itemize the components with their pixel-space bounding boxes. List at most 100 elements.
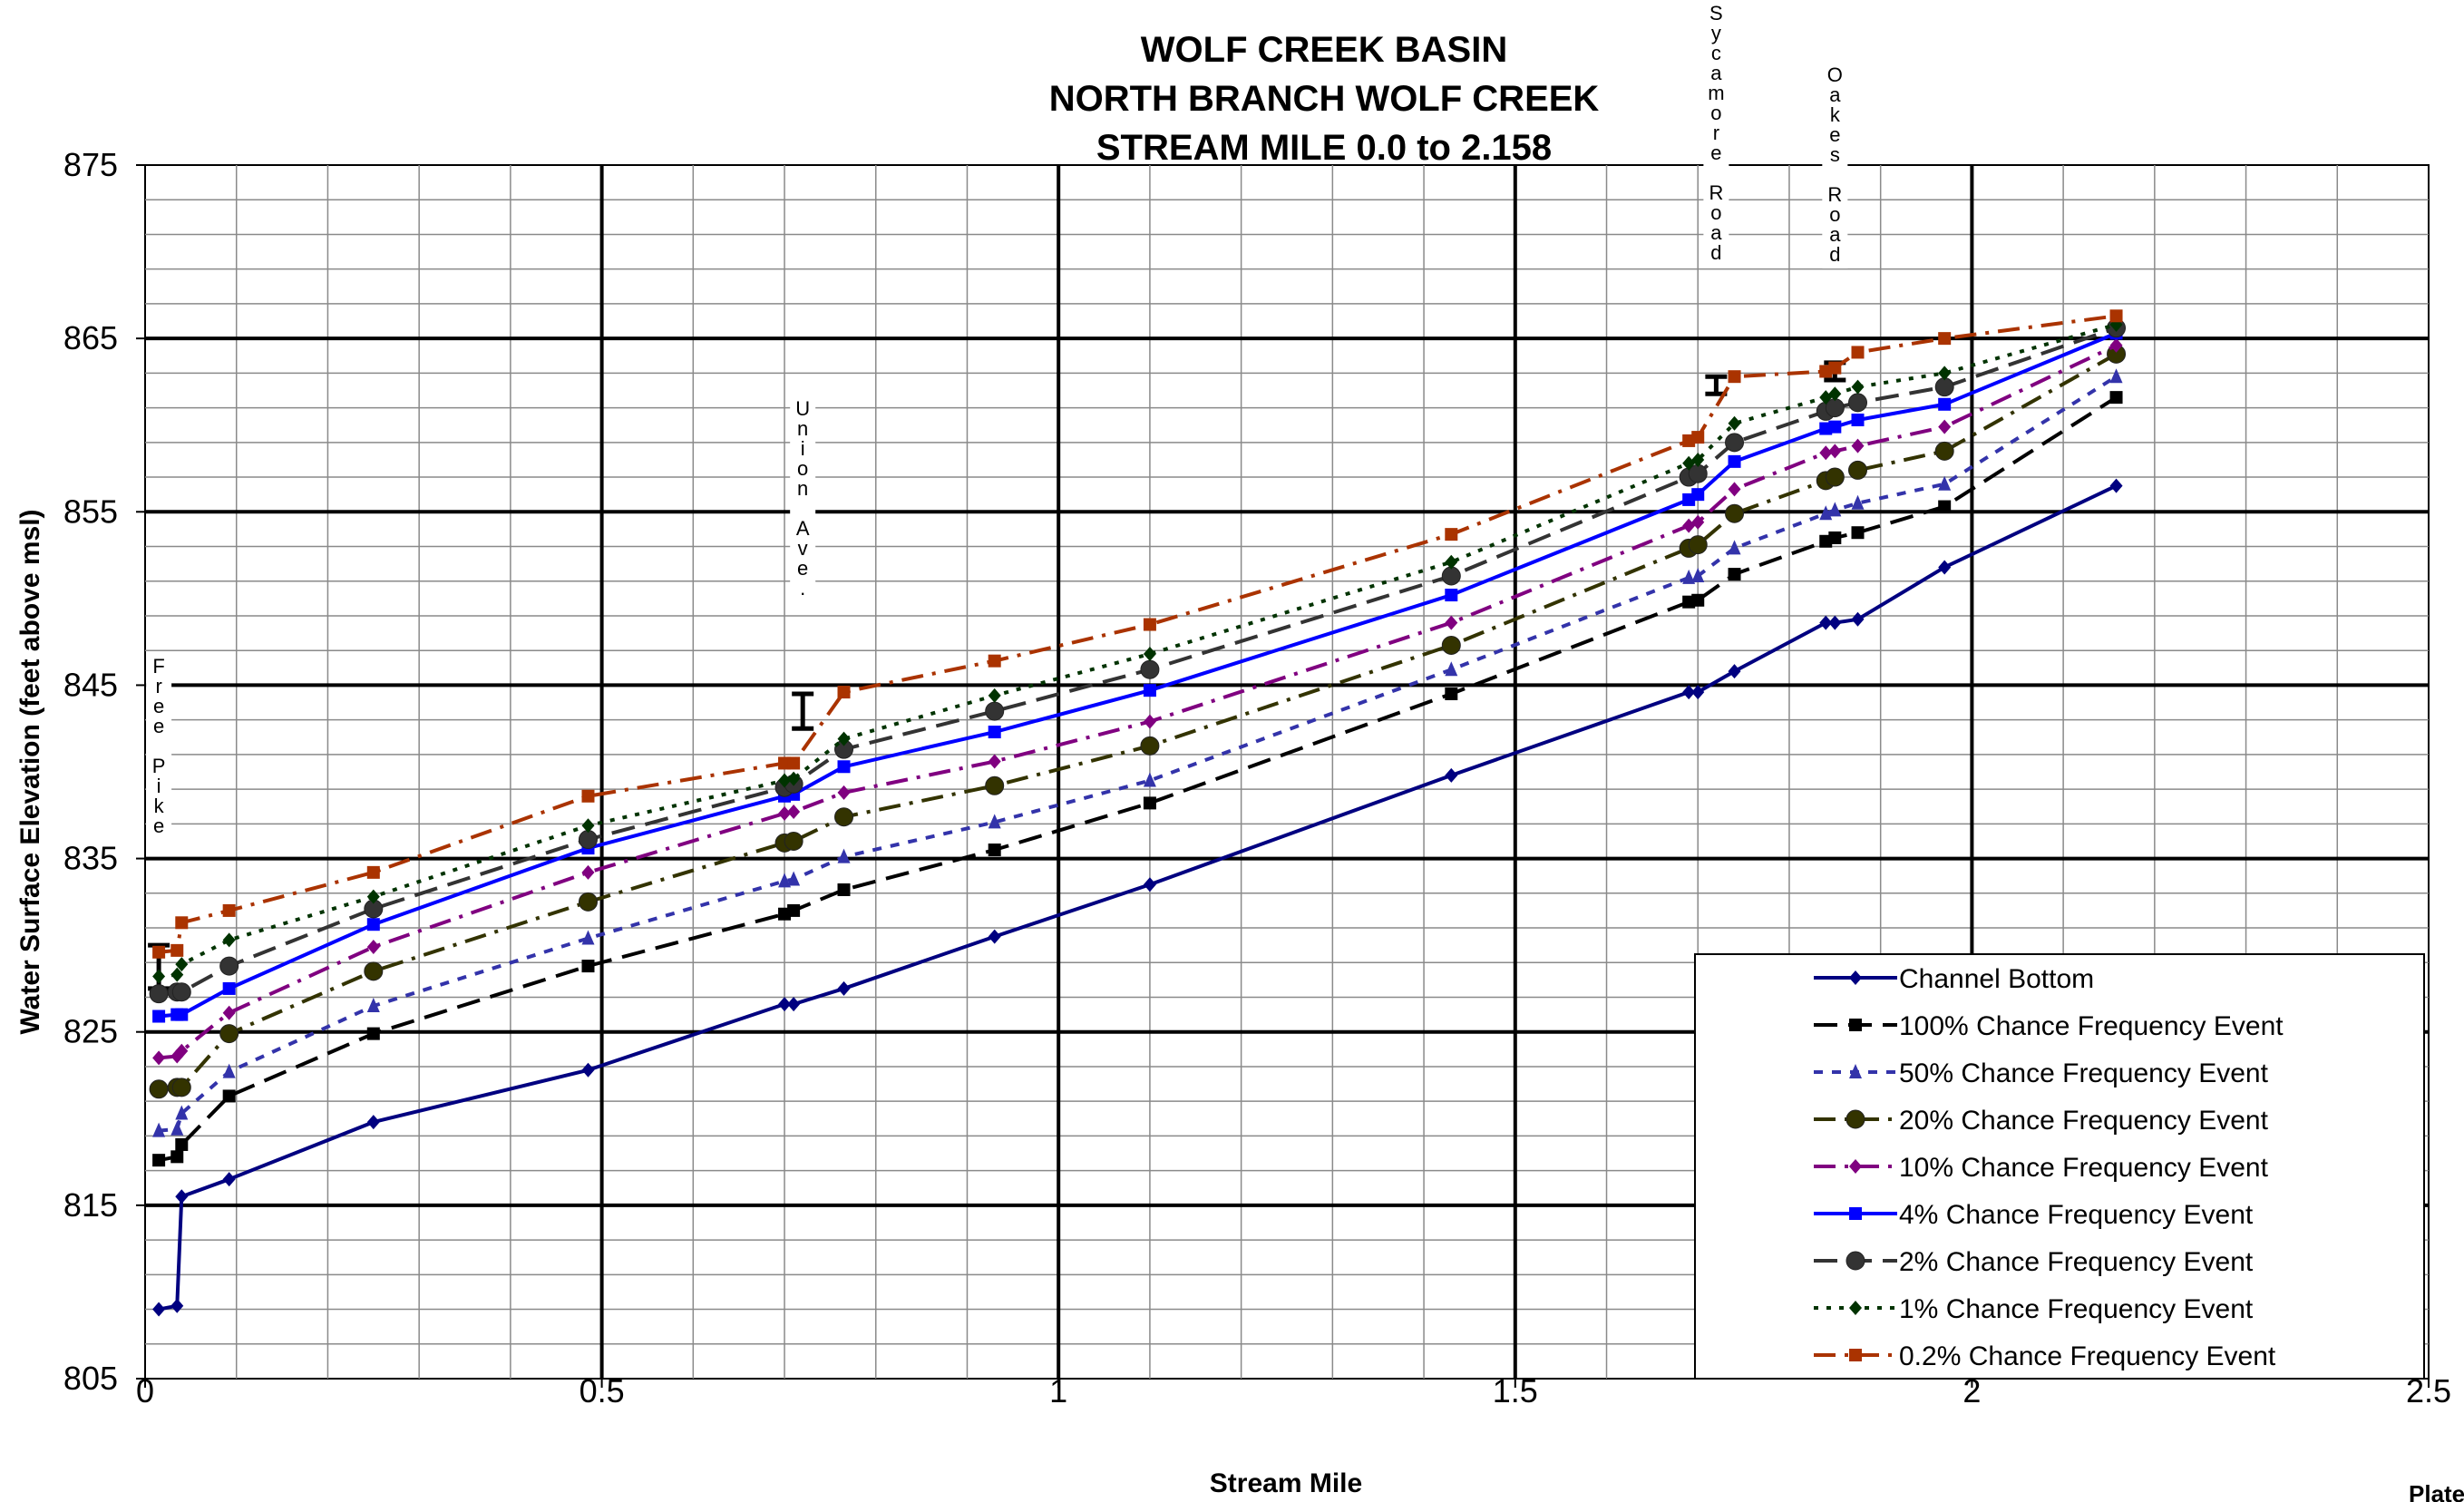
legend-entry: 2% Chance Frequency Event xyxy=(1814,1247,2254,1277)
legend-entry: 1% Chance Frequency Event xyxy=(1814,1294,2254,1324)
data-point xyxy=(175,1043,189,1058)
y-tick-label: 855 xyxy=(63,493,118,530)
data-point xyxy=(1445,687,1458,700)
road-label-background xyxy=(146,653,172,840)
series-0-2-chance-frequency-event xyxy=(152,309,2123,959)
data-point xyxy=(170,1298,184,1313)
data-point xyxy=(1691,488,1705,502)
road-label-letter: s xyxy=(1830,143,1840,166)
data-point xyxy=(222,903,236,917)
chart-title: WOLF CREEK BASIN NORTH BRANCH WOLF CREEK… xyxy=(1049,30,1600,168)
road-label-letter: . xyxy=(800,577,805,600)
data-point xyxy=(837,883,851,896)
x-tick-label: 0 xyxy=(136,1372,154,1409)
road-label-letter: e xyxy=(153,715,164,737)
data-point xyxy=(1445,767,1458,783)
data-point xyxy=(171,982,191,1002)
data-point xyxy=(581,930,595,945)
data-point xyxy=(1849,1064,1862,1078)
y-axis-title: Water Surface Elevation (feet above msl) xyxy=(15,509,45,1034)
road-label-letter: o xyxy=(1829,203,1840,226)
data-point xyxy=(1938,419,1952,434)
data-point xyxy=(837,731,851,746)
data-point xyxy=(837,785,851,800)
data-point xyxy=(1725,503,1745,523)
data-point xyxy=(837,686,851,699)
data-point xyxy=(1445,661,1458,677)
data-point xyxy=(1143,796,1156,810)
data-point xyxy=(1848,460,1867,480)
data-point xyxy=(778,805,792,821)
data-point xyxy=(985,701,1005,721)
data-point xyxy=(581,1062,595,1078)
legend-label: Channel Bottom xyxy=(1899,964,2094,994)
data-point xyxy=(170,1150,184,1164)
data-point xyxy=(1445,528,1458,541)
road-label-letter: k xyxy=(154,795,165,817)
road-label-letter: d xyxy=(1829,243,1840,266)
legend-entry: 50% Chance Frequency Event xyxy=(1814,1058,2269,1088)
data-point xyxy=(1682,685,1696,700)
plate-label: Plate xyxy=(2409,1480,2464,1502)
data-point xyxy=(1849,970,1862,985)
data-point xyxy=(1691,685,1705,700)
series-layer xyxy=(149,309,2127,1317)
data-point xyxy=(988,754,1001,769)
data-point xyxy=(787,871,801,886)
data-point xyxy=(784,831,803,851)
road-label-letter: i xyxy=(801,437,805,460)
data-point xyxy=(1828,444,1842,459)
road-label-letter: o xyxy=(1710,102,1721,124)
legend-label: 2% Chance Frequency Event xyxy=(1899,1247,2254,1277)
data-point xyxy=(175,1189,189,1205)
data-point xyxy=(2109,309,2123,323)
data-point xyxy=(1143,714,1156,729)
road-label-letter: n xyxy=(797,417,808,440)
data-point xyxy=(1725,433,1745,453)
data-point xyxy=(1728,568,1741,581)
legend-label: 10% Chance Frequency Event xyxy=(1899,1153,2269,1183)
road-label-background xyxy=(1822,62,1848,268)
data-point xyxy=(1828,531,1842,544)
data-point xyxy=(787,756,801,770)
data-point xyxy=(1851,346,1865,359)
data-point xyxy=(1938,560,1952,575)
chart-title-line-1: WOLF CREEK BASIN xyxy=(1141,30,1507,70)
data-point xyxy=(988,688,1001,703)
data-point xyxy=(175,1008,189,1021)
y-tick-label: 835 xyxy=(63,840,118,877)
y-tick-label: 845 xyxy=(63,666,118,703)
legend-entry: 4% Chance Frequency Event xyxy=(1814,1200,2254,1230)
legend-entry: 10% Chance Frequency Event xyxy=(1814,1153,2269,1183)
data-point xyxy=(170,1120,184,1136)
data-point xyxy=(1851,379,1865,395)
chart-title-line-3: STREAM MILE 0.0 to 2.158 xyxy=(1096,128,1552,168)
road-label-letter: a xyxy=(1829,223,1841,246)
series-1-chance-frequency-event xyxy=(152,317,2123,984)
road-label-letter: v xyxy=(798,537,808,560)
legend-label: 1% Chance Frequency Event xyxy=(1899,1294,2254,1324)
road-label-background xyxy=(790,395,816,602)
data-point xyxy=(988,814,1001,829)
y-tick-label: 815 xyxy=(63,1186,118,1224)
data-point xyxy=(988,929,1001,944)
data-point xyxy=(1688,535,1708,555)
data-point xyxy=(1140,736,1160,756)
data-point xyxy=(170,967,184,982)
legend: Channel Bottom 100% Chance Frequency Even… xyxy=(1694,953,2425,1380)
data-point xyxy=(837,760,851,774)
data-point xyxy=(222,1172,236,1187)
x-tick-label: 2 xyxy=(1962,1372,1981,1409)
road-label-letter: c xyxy=(1711,42,1721,64)
data-point xyxy=(170,943,184,957)
road-label-letter: e xyxy=(1710,141,1721,164)
data-point xyxy=(834,807,854,827)
data-point xyxy=(1682,569,1696,584)
data-point xyxy=(1691,514,1705,530)
road-label-letter: a xyxy=(1710,62,1722,84)
data-point xyxy=(581,960,595,973)
data-point xyxy=(1851,611,1865,627)
road-label-letter: e xyxy=(153,814,164,837)
road-label-letter: k xyxy=(1830,103,1841,126)
